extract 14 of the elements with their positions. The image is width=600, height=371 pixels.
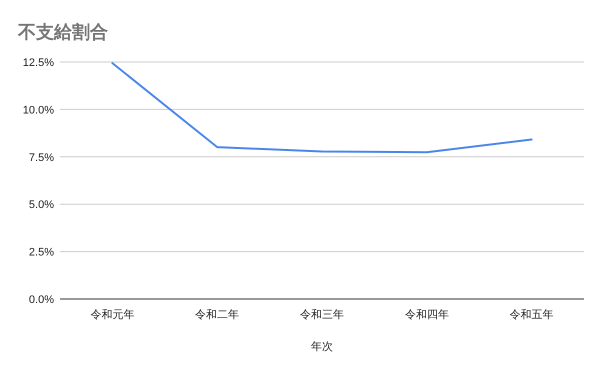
y-tick-label: 2.5% <box>28 246 54 259</box>
x-tick-label: 令和五年 <box>510 308 554 321</box>
chart-title: 不支給割合 <box>17 22 108 42</box>
x-tick-label: 令和二年 <box>195 308 240 321</box>
y-tick-label: 5.0% <box>28 199 54 212</box>
x-tick-label: 令和四年 <box>404 308 449 321</box>
y-tick-label: 0.0% <box>28 294 54 306</box>
line-series <box>111 62 533 154</box>
y-tick-label: 10.0% <box>22 104 54 116</box>
y-tick-label: 7.5% <box>28 152 54 164</box>
x-tick-label: 令和元年 <box>90 308 134 321</box>
x-tick-label: 令和三年 <box>300 308 344 321</box>
x-axis-title: 年次 <box>311 341 333 353</box>
y-tick-label: 12.5% <box>22 57 54 69</box>
